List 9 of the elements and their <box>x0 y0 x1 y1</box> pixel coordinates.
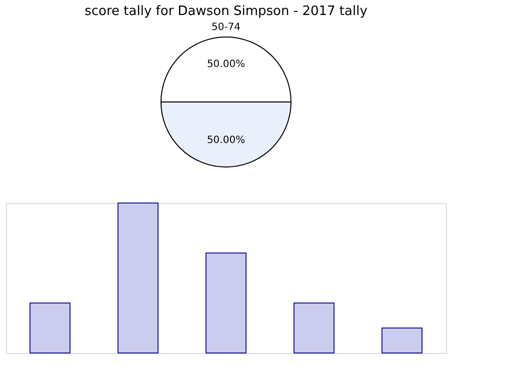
bar <box>206 252 246 354</box>
slice-label: 50-74 <box>211 22 241 33</box>
data-label: 50.00% <box>206 59 246 70</box>
chart-title: score tally for Dawson Simpson - 2017 tally <box>84 4 368 19</box>
bar <box>382 327 422 354</box>
bar <box>294 302 334 354</box>
data-label: 50.00% <box>206 135 246 146</box>
bar <box>118 202 158 354</box>
bar <box>30 302 70 354</box>
